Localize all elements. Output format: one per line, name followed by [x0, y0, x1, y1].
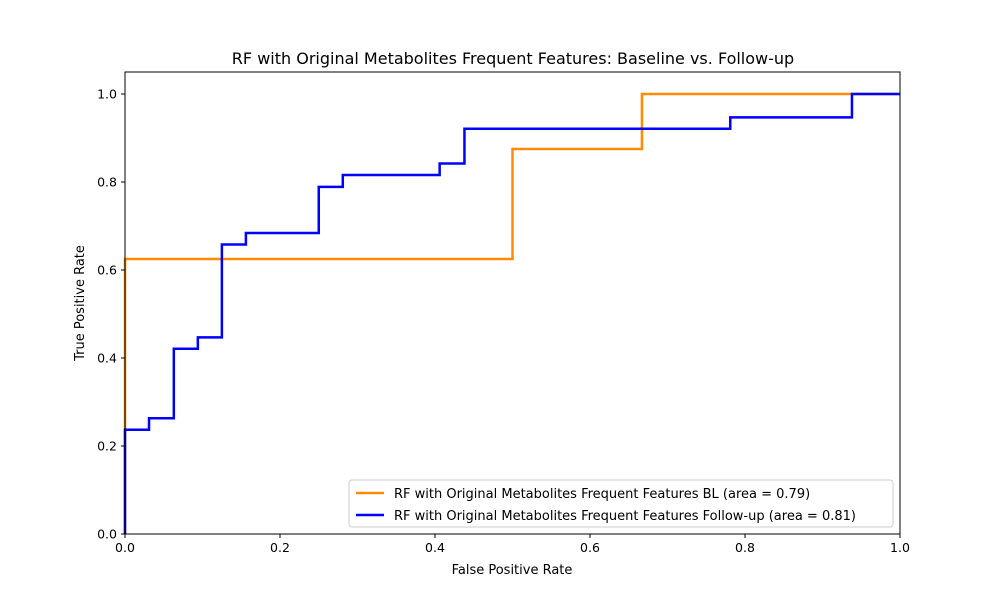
x-tick-label: 0.0: [115, 540, 135, 555]
legend-box: [348, 479, 894, 528]
x-tick-label: 0.6: [580, 540, 600, 555]
y-axis-ticks: 0.0 0.2 0.4 0.6 0.8 1.0: [97, 87, 125, 542]
x-axis-label: False Positive Rate: [452, 563, 573, 578]
y-tick-label: 0.4: [97, 351, 117, 366]
y-tick-label: 0.8: [97, 175, 117, 190]
y-tick-label: 1.0: [97, 87, 117, 102]
x-tick-label: 0.2: [270, 540, 290, 555]
plot-area: [123, 71, 901, 535]
chart-title: RF with Original Metabolites Frequent Fe…: [232, 49, 794, 68]
x-tick-label: 1.0: [890, 540, 910, 555]
y-axis-label: True Positive Rate: [73, 245, 88, 362]
x-tick-label: 0.4: [425, 540, 445, 555]
y-tick-label: 0.6: [97, 263, 117, 278]
legend-label-follow-up: RF with Original Metabolites Frequent Fe…: [394, 509, 856, 524]
legend: RF with Original Metabolites Frequent Fe…: [348, 479, 894, 528]
roc-curve-follow-up: [123, 92, 900, 534]
axes-border: [124, 71, 901, 535]
y-tick-label: 0.2: [97, 439, 117, 454]
y-tick-label: 0.0: [97, 527, 117, 542]
x-axis-ticks: 0.0 0.2 0.4 0.6 0.8 1.0: [115, 534, 910, 555]
x-tick-label: 0.8: [735, 540, 755, 555]
axes-frame: [125, 72, 900, 534]
legend-label-bl: RF with Original Metabolites Frequent Fe…: [394, 487, 810, 502]
